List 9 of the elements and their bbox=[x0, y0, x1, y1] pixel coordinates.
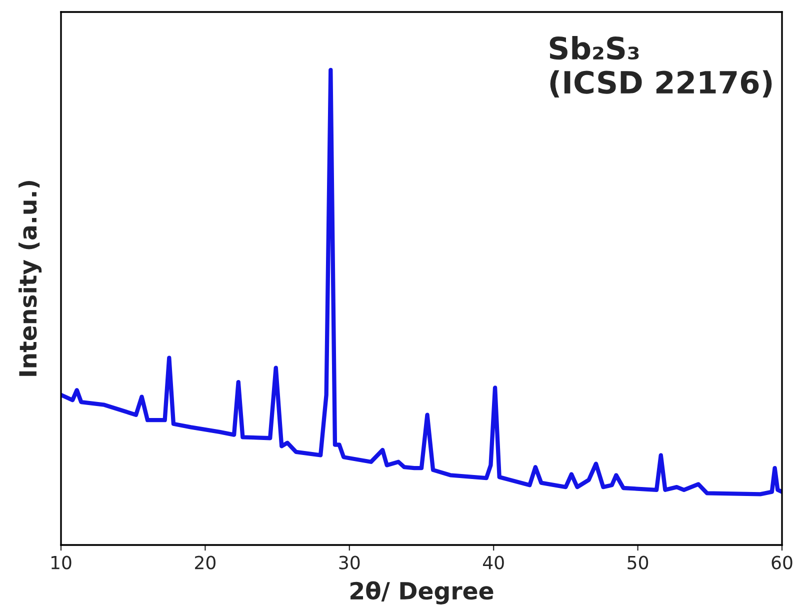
y-axis-title: Intensity (a.u.) bbox=[18, 181, 42, 376]
x-tick-label: 40 bbox=[482, 556, 504, 570]
x-tick-label: 20 bbox=[195, 556, 216, 570]
x-tick-label: 30 bbox=[339, 556, 360, 570]
annotation: Sb₂S₃ (ICSD 22176) bbox=[550, 36, 772, 98]
x-tick-label: 60 bbox=[772, 556, 792, 570]
x-axis-title: 2θ/ Degree bbox=[350, 581, 494, 604]
x-tick-label: 10 bbox=[51, 556, 72, 570]
x-tick-label: 50 bbox=[628, 556, 648, 570]
